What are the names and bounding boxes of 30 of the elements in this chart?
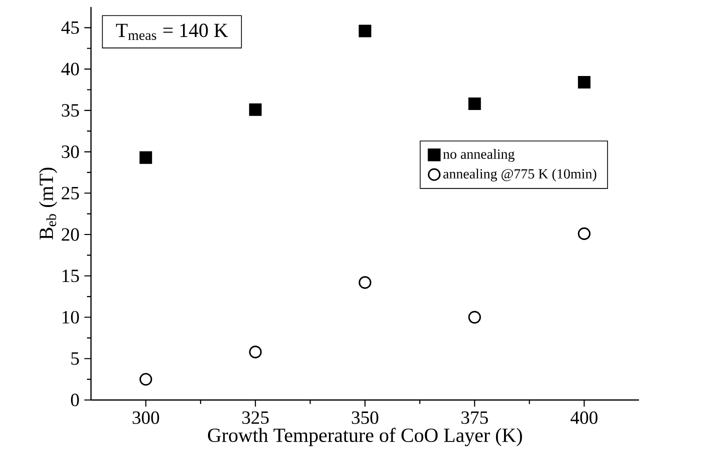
point bbox=[578, 76, 590, 89]
x-tick-label: 300 bbox=[132, 411, 160, 424]
y-tick-label: 10 bbox=[62, 310, 79, 324]
point bbox=[140, 151, 152, 164]
y-tick-label: 45 bbox=[61, 21, 79, 34]
y-tick-label: 20 bbox=[62, 228, 79, 241]
x-axis-title: Growth Temperature of CoO Layer (K) bbox=[208, 428, 522, 446]
point bbox=[468, 98, 481, 110]
y-tick-label: 25 bbox=[62, 186, 79, 200]
point bbox=[468, 310, 481, 324]
point bbox=[249, 346, 262, 358]
point bbox=[139, 372, 152, 386]
point bbox=[358, 24, 372, 38]
y-tick-label: 5 bbox=[71, 352, 79, 365]
legend-label: annealing @775 K (10min) bbox=[443, 168, 596, 182]
x-tick-label: 400 bbox=[570, 411, 598, 424]
x-tick-label: 350 bbox=[352, 411, 378, 424]
y-axis-title: B$_{eb}$ (mT) bbox=[39, 168, 58, 240]
point bbox=[249, 103, 262, 116]
y-tick-label: 15 bbox=[62, 270, 79, 282]
point bbox=[578, 227, 591, 240]
legend-label: no annealing bbox=[443, 149, 515, 162]
y-tick-label: 30 bbox=[62, 145, 79, 158]
x-tick-label: 375 bbox=[462, 411, 488, 424]
y-tick-label: 35 bbox=[62, 104, 79, 117]
y-tick-label: 0 bbox=[71, 394, 79, 406]
y-tick-label: 40 bbox=[61, 62, 79, 76]
annotation: T$_{meas}$ = 140 K bbox=[116, 24, 228, 40]
x-tick-label: 325 bbox=[242, 411, 269, 424]
point bbox=[358, 276, 372, 289]
